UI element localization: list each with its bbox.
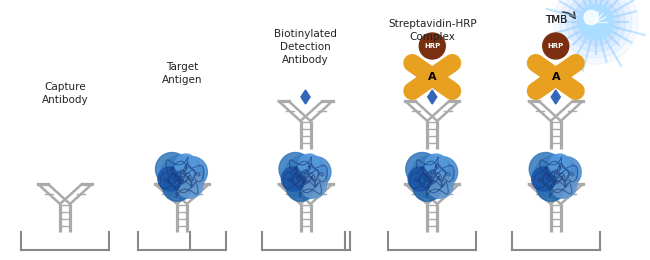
Circle shape <box>551 172 577 198</box>
Circle shape <box>529 153 562 185</box>
Circle shape <box>584 10 599 25</box>
Circle shape <box>427 157 458 187</box>
Circle shape <box>177 157 207 187</box>
Circle shape <box>543 33 569 59</box>
Circle shape <box>160 155 204 199</box>
Circle shape <box>281 167 306 191</box>
Circle shape <box>279 153 312 185</box>
Text: TMB: TMB <box>545 15 567 25</box>
Circle shape <box>175 154 197 176</box>
Circle shape <box>300 157 331 187</box>
Circle shape <box>551 157 581 187</box>
Circle shape <box>298 154 320 176</box>
Circle shape <box>162 173 191 201</box>
Circle shape <box>413 173 441 201</box>
Circle shape <box>286 173 315 201</box>
Circle shape <box>573 0 619 46</box>
Text: Biotinylated
Detection
Antibody: Biotinylated Detection Antibody <box>274 29 337 65</box>
Text: HRP: HRP <box>547 43 564 49</box>
Circle shape <box>300 172 327 198</box>
Text: Target
Antigen: Target Antigen <box>162 62 202 85</box>
Text: Streptavidin-HRP
Complex: Streptavidin-HRP Complex <box>388 19 476 42</box>
Circle shape <box>549 154 571 176</box>
Circle shape <box>560 0 632 58</box>
Polygon shape <box>428 90 437 104</box>
Circle shape <box>536 173 565 201</box>
Circle shape <box>177 172 203 198</box>
Circle shape <box>532 167 556 191</box>
Polygon shape <box>301 90 310 104</box>
Text: A: A <box>551 72 560 82</box>
Circle shape <box>410 155 454 199</box>
Text: A: A <box>428 72 437 82</box>
Circle shape <box>283 155 328 199</box>
Text: Capture
Antibody: Capture Antibody <box>42 82 88 105</box>
Circle shape <box>578 4 614 40</box>
Circle shape <box>427 172 454 198</box>
Circle shape <box>406 153 439 185</box>
Circle shape <box>425 154 447 176</box>
Circle shape <box>566 0 625 52</box>
Circle shape <box>158 167 182 191</box>
Circle shape <box>155 153 188 185</box>
Circle shape <box>419 33 445 59</box>
Circle shape <box>408 167 432 191</box>
Text: TMB: TMB <box>545 15 567 25</box>
Circle shape <box>553 0 638 64</box>
Circle shape <box>534 155 578 199</box>
Polygon shape <box>551 90 560 104</box>
Text: HRP: HRP <box>424 43 441 49</box>
